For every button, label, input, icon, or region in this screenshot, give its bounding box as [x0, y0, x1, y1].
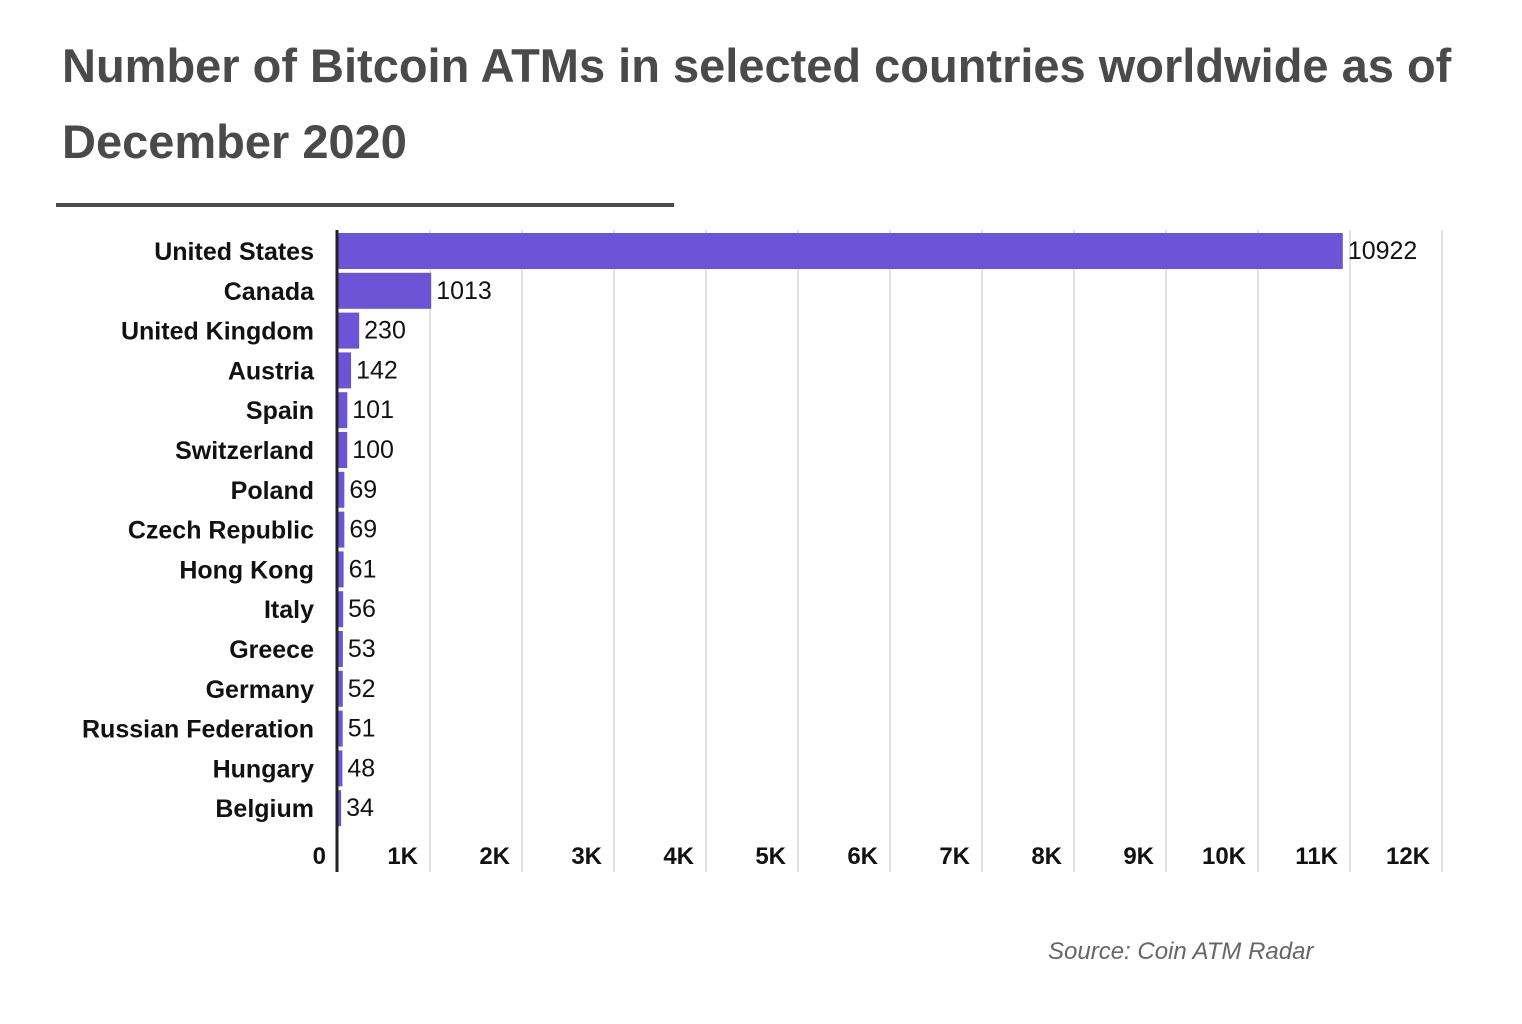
data-label: 61 — [349, 555, 377, 583]
source-note: Source: Coin ATM Radar — [1048, 938, 1314, 965]
bar — [338, 392, 348, 429]
x-tick-label: 3K — [571, 843, 602, 870]
data-label: 101 — [352, 396, 394, 424]
x-tick-label: 1K — [387, 843, 418, 870]
x-tick-label: 12K — [1386, 843, 1431, 870]
category-label: Russian Federation — [82, 716, 314, 744]
bar — [338, 352, 352, 389]
bar — [338, 432, 348, 468]
data-label: 56 — [348, 595, 376, 623]
data-label: 100 — [352, 436, 394, 464]
bar — [338, 233, 1343, 269]
data-label: 1013 — [436, 277, 492, 305]
data-label: 230 — [364, 317, 406, 345]
x-tick-label: 7K — [939, 843, 970, 870]
category-label: Spain — [246, 397, 314, 425]
category-label: Canada — [224, 278, 315, 306]
data-label: 69 — [349, 476, 377, 504]
data-label: 34 — [346, 794, 374, 822]
data-label: 48 — [347, 754, 375, 782]
bar — [338, 471, 345, 508]
bar — [338, 790, 342, 827]
data-label: 52 — [348, 675, 376, 703]
x-tick-label: 2K — [479, 843, 510, 870]
bar — [338, 511, 345, 548]
bar — [338, 591, 344, 628]
category-label: Hungary — [213, 755, 315, 783]
category-label: Hong Kong — [179, 556, 314, 584]
bar — [338, 710, 343, 747]
bar — [338, 312, 360, 349]
x-tick-label: 5K — [755, 843, 786, 870]
x-tick-label: 0 — [313, 843, 326, 870]
bar — [338, 551, 344, 588]
category-label: Austria — [228, 357, 315, 385]
data-label: 69 — [349, 516, 377, 544]
title-divider — [56, 203, 674, 207]
chart-title: Number of Bitcoin ATMs in selected count… — [62, 39, 1452, 168]
x-tick-label: 10K — [1202, 843, 1247, 870]
x-tick-label: 4K — [663, 843, 694, 870]
x-tick-label: 9K — [1123, 843, 1154, 870]
data-label: 53 — [348, 635, 376, 663]
x-tick-label: 6K — [847, 843, 878, 870]
data-label: 51 — [348, 715, 376, 743]
x-tick-label: 8K — [1031, 843, 1062, 870]
category-label: Poland — [231, 477, 314, 505]
bar — [338, 750, 343, 787]
bar — [338, 631, 343, 667]
bar — [338, 272, 432, 309]
category-label: Belgium — [215, 795, 314, 823]
x-tick-label: 11K — [1295, 843, 1338, 870]
category-label: Czech Republic — [128, 517, 314, 545]
category-label: Switzerland — [175, 437, 314, 465]
category-label: United States — [154, 238, 314, 266]
category-label: Greece — [229, 636, 314, 664]
category-label: United Kingdom — [121, 318, 314, 346]
data-label: 142 — [356, 356, 398, 384]
category-label: Germany — [206, 676, 314, 704]
category-label: Italy — [264, 596, 314, 624]
data-label: 10922 — [1348, 237, 1418, 265]
bar — [338, 670, 343, 707]
